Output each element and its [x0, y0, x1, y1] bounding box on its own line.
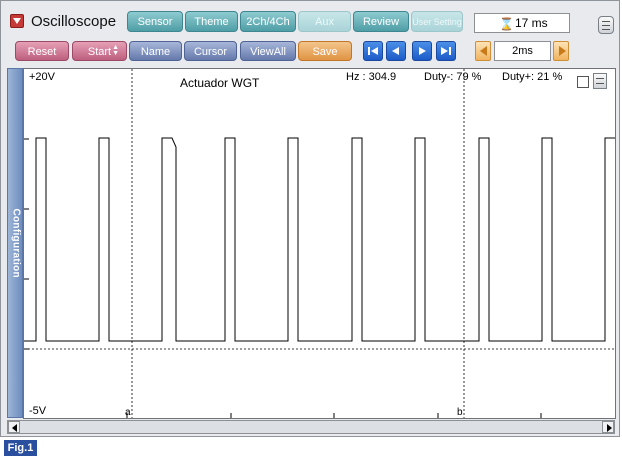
cursor-button[interactable]: Cursor	[184, 41, 237, 61]
scope-window: Oscilloscope Sensor Theme 2Ch/4Ch Aux Re…	[0, 0, 620, 437]
reset-button[interactable]: Reset	[15, 41, 69, 61]
elapsed-time-value: 17 ms	[515, 16, 548, 30]
scroll-right-button[interactable]	[602, 421, 614, 433]
cursor-b-label: b	[457, 407, 463, 418]
y-axis-bottom-label: -5V	[29, 405, 47, 417]
tab-2ch-4ch[interactable]: 2Ch/4Ch	[240, 11, 296, 32]
skip-to-end-button[interactable]	[436, 41, 456, 61]
name-button[interactable]: Name	[129, 41, 182, 61]
dropdown-icon	[13, 18, 21, 24]
toolbar: Reset Start ▲ ▼ Name Cursor ViewAll Save	[1, 39, 621, 63]
waveform-display[interactable]: +20V -5V Actuador WGT Hz : 304.9 Duty-: …	[23, 68, 616, 419]
waveform-svg	[24, 69, 615, 418]
scroll-right-icon	[607, 424, 612, 432]
app-title: Oscilloscope	[31, 13, 117, 30]
signal-trace	[24, 137, 615, 342]
save-button[interactable]: Save	[298, 41, 352, 61]
frequency-readout: Hz : 304.9	[346, 71, 397, 83]
skip-to-start-button[interactable]	[363, 41, 383, 61]
scroll-left-icon	[12, 424, 17, 432]
step-forward-icon	[419, 47, 426, 55]
timebase-display: 2ms	[494, 41, 551, 61]
scroll-left-button[interactable]	[8, 421, 20, 433]
cursor-a-label: a	[125, 407, 131, 418]
bottom-axis-ticks	[126, 413, 542, 418]
timebase-decrease-button[interactable]	[475, 41, 491, 61]
channel-label: Actuador WGT	[180, 76, 260, 90]
arrow-left-icon	[480, 46, 487, 56]
tab-review[interactable]: Review	[353, 11, 409, 32]
y-axis-top-label: +20V	[29, 71, 55, 83]
skip-to-start-icon	[368, 47, 378, 55]
duty-plus-readout: Duty+: 21 %	[502, 71, 563, 83]
skip-to-end-icon	[441, 47, 451, 55]
tab-aux[interactable]: Aux	[298, 11, 351, 32]
menu-button[interactable]	[10, 14, 24, 28]
top-bar: Oscilloscope Sensor Theme 2Ch/4Ch Aux Re…	[1, 5, 621, 34]
updown-arrows-icon: ▲ ▼	[112, 44, 119, 57]
step-back-icon	[392, 47, 399, 55]
start-button[interactable]: Start ▲ ▼	[72, 41, 127, 61]
horizontal-scrollbar[interactable]	[7, 420, 615, 434]
configuration-tab[interactable]: Configuration	[7, 68, 23, 418]
step-back-button[interactable]	[386, 41, 406, 61]
tab-sensor[interactable]: Sensor	[127, 11, 183, 32]
maximize-checkbox[interactable]	[577, 76, 589, 88]
elapsed-time-display: ⌛ 17 ms	[474, 13, 570, 33]
start-button-label: Start	[87, 46, 112, 58]
figure-label: Fig.1	[4, 440, 37, 456]
tab-user-setting[interactable]: User Setting	[411, 11, 463, 32]
window-toggle-button[interactable]	[598, 16, 614, 34]
tab-theme[interactable]: Theme	[185, 11, 238, 32]
configuration-label: Configuration	[10, 208, 22, 278]
viewall-button[interactable]: ViewAll	[240, 41, 296, 61]
hourglass-icon: ⌛	[499, 17, 514, 31]
left-axis-ticks	[24, 138, 29, 350]
layout-toggle-button[interactable]	[593, 73, 607, 89]
timebase-increase-button[interactable]	[553, 41, 569, 61]
duty-minus-readout: Duty-: 79 %	[424, 71, 482, 83]
arrow-right-icon	[559, 46, 566, 56]
step-forward-button[interactable]	[412, 41, 432, 61]
